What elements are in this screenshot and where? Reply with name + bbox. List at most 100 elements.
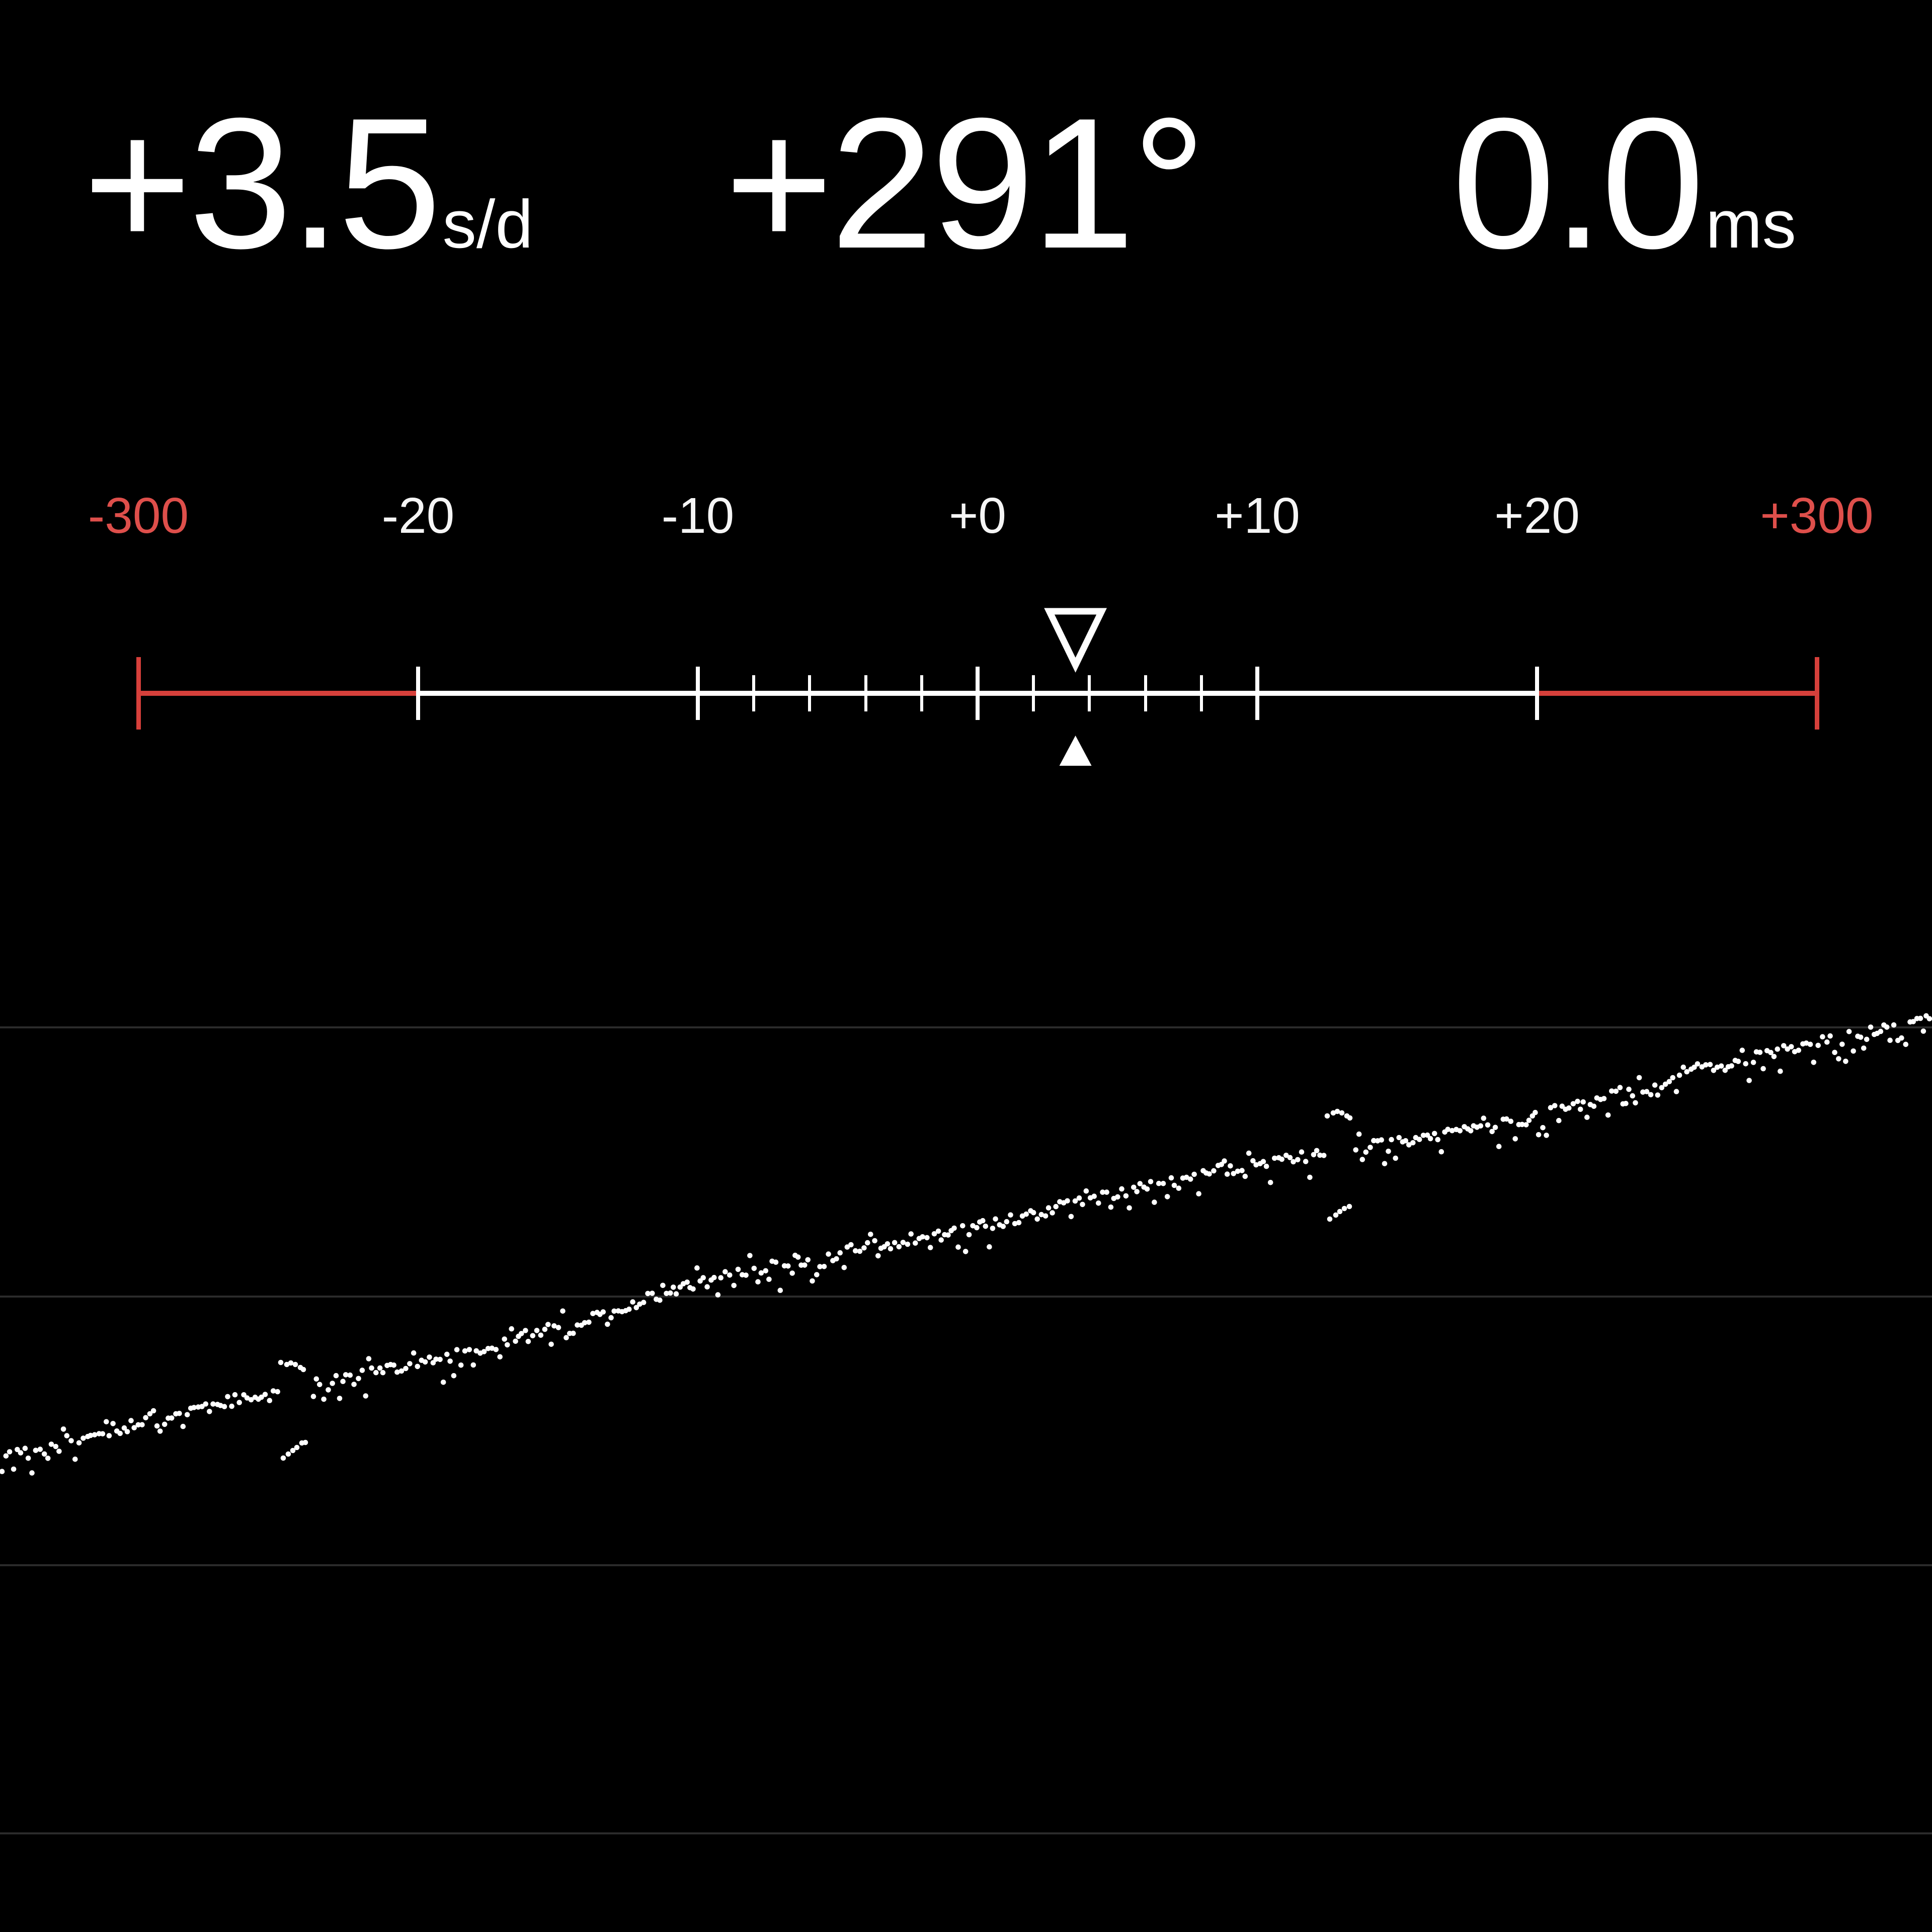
trace-dot <box>221 1404 227 1409</box>
scale-minor-tick <box>864 675 867 711</box>
rate-stat: +3.5s/d <box>83 91 533 277</box>
trace-dot <box>1239 1168 1245 1173</box>
trace-dot <box>853 1248 858 1254</box>
trace-dot <box>1508 1118 1514 1124</box>
trace-dot <box>664 1291 669 1297</box>
trace-dot <box>1272 1155 1277 1161</box>
trace-dot <box>538 1332 544 1338</box>
trace-dot <box>25 1456 31 1461</box>
trace-dot <box>1012 1221 1018 1227</box>
trace-dot <box>1811 1060 1817 1065</box>
trace-dot <box>974 1225 980 1231</box>
trace-dot <box>841 1265 847 1270</box>
trace-dot <box>37 1446 43 1452</box>
trace-dot <box>1152 1199 1157 1205</box>
trace-dot <box>403 1365 409 1372</box>
trace-dot <box>92 1432 98 1437</box>
trace-dot <box>505 1342 510 1348</box>
trace-dot <box>1291 1159 1296 1165</box>
trace-dot <box>905 1241 911 1247</box>
trace-dot <box>1334 1108 1340 1114</box>
trace-dot <box>1108 1204 1114 1210</box>
trace-dot <box>1160 1181 1166 1186</box>
trace-dot <box>668 1290 673 1296</box>
trace-dot <box>1526 1117 1532 1123</box>
trace-dot <box>199 1404 205 1409</box>
trace-dot <box>722 1269 728 1274</box>
trace-dot <box>1100 1189 1105 1195</box>
trace-dot <box>1807 1041 1813 1047</box>
trace-dot <box>462 1348 468 1354</box>
trace-dot <box>896 1244 902 1250</box>
trace-dot <box>700 1275 706 1280</box>
trace-dot <box>777 1287 783 1293</box>
trace-dot <box>1321 1153 1327 1158</box>
trace-dot <box>795 1254 801 1260</box>
trace-dot <box>1115 1194 1120 1200</box>
trace-dot <box>1371 1138 1377 1144</box>
trace-dot <box>1864 1036 1870 1042</box>
trace-dot <box>489 1345 495 1351</box>
trace-dot <box>7 1449 13 1455</box>
trace-dot <box>45 1456 51 1461</box>
trace-dot <box>1858 1034 1864 1040</box>
trace-dot <box>1591 1103 1597 1109</box>
trace-dot <box>1314 1148 1320 1154</box>
trace-dot <box>755 1279 761 1284</box>
trace-dot <box>177 1411 182 1416</box>
trace-dot <box>1347 1115 1353 1121</box>
trace-dot <box>1176 1185 1182 1191</box>
trace-dot <box>868 1232 873 1237</box>
rate-unit: s/d <box>442 186 533 262</box>
trace-dot <box>530 1333 536 1339</box>
trace-dot <box>1096 1200 1101 1206</box>
trace-dot <box>458 1362 464 1368</box>
trace-dot <box>1703 1062 1709 1068</box>
trace-dot <box>814 1272 820 1277</box>
trace-dot <box>33 1447 39 1453</box>
trace-dot <box>633 1305 639 1311</box>
trace-dot <box>900 1240 906 1245</box>
trace-dot <box>1045 1205 1052 1211</box>
trace-dot <box>1283 1153 1289 1158</box>
trace-dot <box>1080 1201 1085 1208</box>
trace-dot <box>1333 1212 1339 1218</box>
trace-dot <box>525 1339 531 1344</box>
trace-dot <box>398 1368 405 1374</box>
trace-dot <box>451 1373 457 1379</box>
trace-dot <box>1926 1016 1932 1022</box>
trace-dot <box>330 1381 335 1386</box>
trace-dot <box>1485 1122 1491 1128</box>
trace-dot <box>391 1362 396 1368</box>
scale-label--10: -10 <box>661 488 735 544</box>
trace-dot <box>1636 1075 1642 1081</box>
trace-dot <box>1131 1184 1137 1190</box>
plot-gridline <box>0 1564 1932 1566</box>
trace-dot <box>1393 1155 1398 1161</box>
trace-dot <box>121 1425 127 1431</box>
trace-dot <box>983 1224 989 1229</box>
trace-dot <box>735 1266 741 1272</box>
trace-dot <box>673 1291 679 1297</box>
scale-minor-tick <box>808 675 812 711</box>
trace-dot <box>608 1315 614 1321</box>
trace-dot <box>1827 1033 1833 1039</box>
trace-dot <box>564 1335 569 1340</box>
trace-dot <box>1346 1203 1352 1210</box>
trace-dot <box>356 1376 361 1382</box>
trace-dot <box>1659 1085 1665 1091</box>
trace-dot <box>1091 1193 1097 1199</box>
trace-dot <box>288 1360 294 1366</box>
trace-dot <box>1559 1103 1565 1109</box>
trace-dot <box>1072 1198 1078 1204</box>
trace-dot <box>502 1336 507 1342</box>
trace-dot <box>677 1284 683 1290</box>
trace-dot <box>290 1447 296 1454</box>
trace-dot <box>931 1231 937 1237</box>
scale-label-+300: +300 <box>1760 488 1874 544</box>
trace-dot <box>1123 1193 1129 1199</box>
trace-dot <box>1601 1096 1607 1101</box>
trace-dot <box>72 1457 78 1462</box>
trace-dot <box>1617 1085 1623 1090</box>
trace-dot <box>993 1216 998 1222</box>
